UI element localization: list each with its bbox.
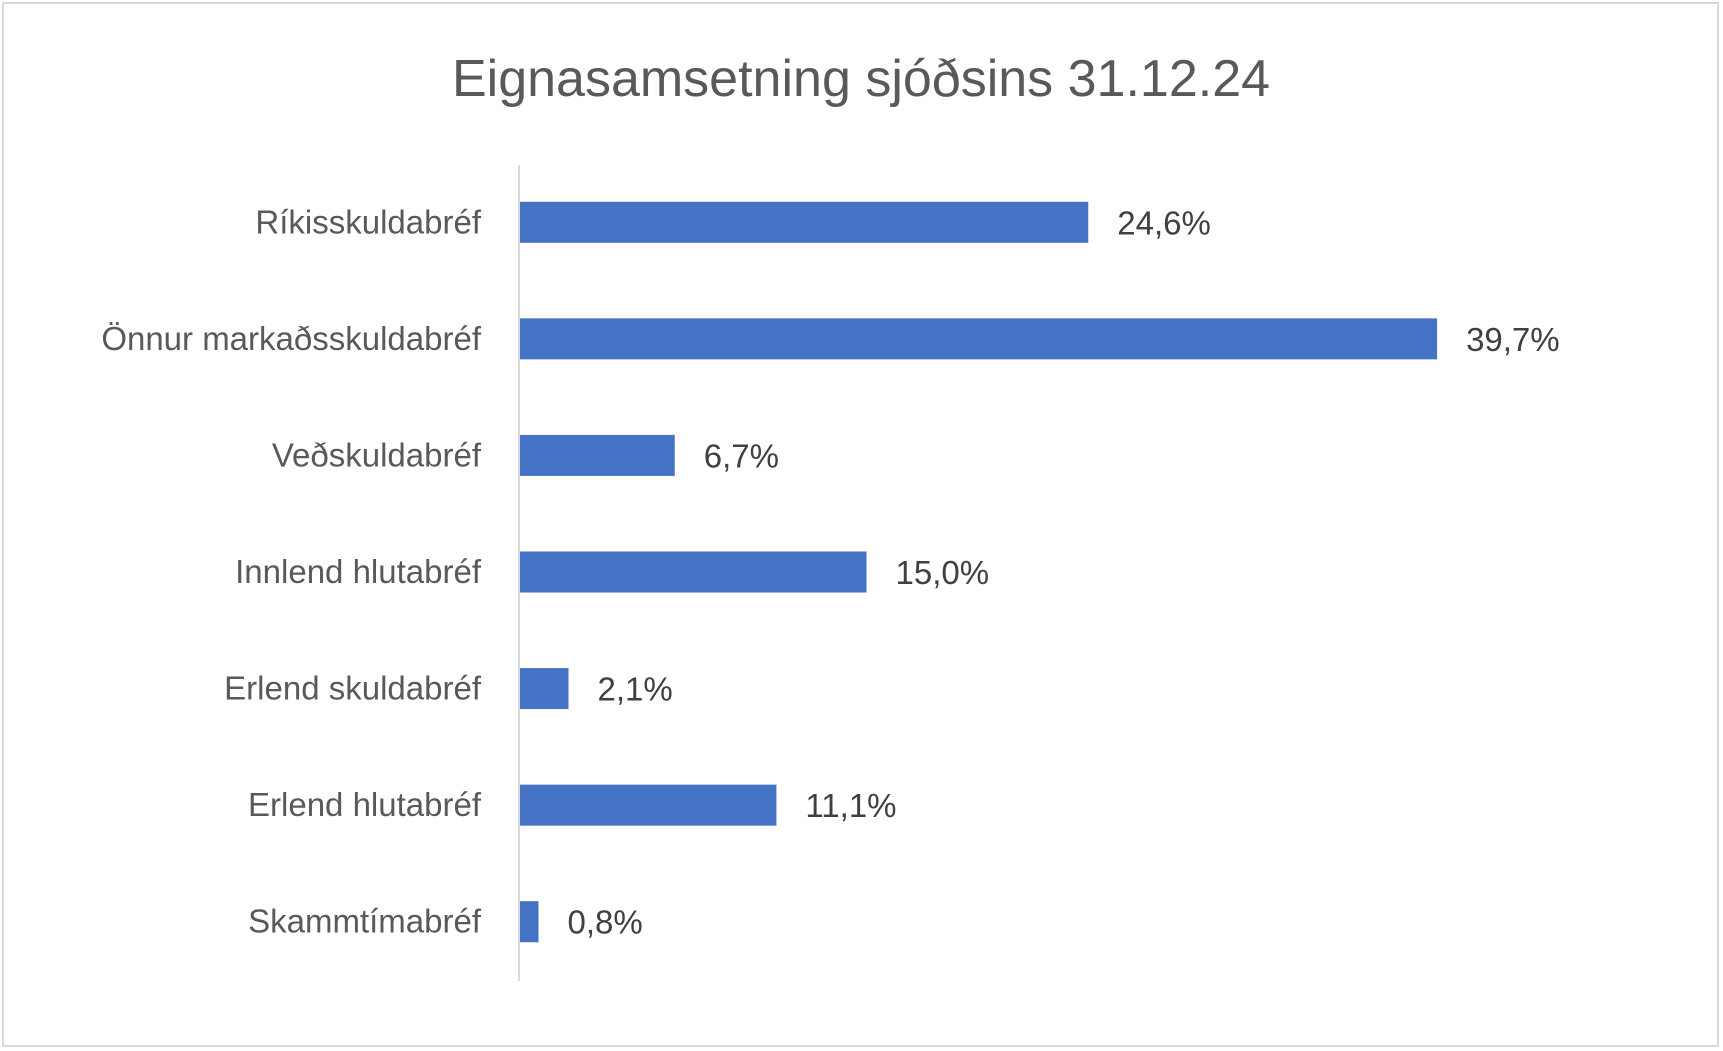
bars-group: Ríkisskuldabréf 24,6% Önnur markaðsskuldab… (101, 201, 1560, 943)
bar (520, 901, 539, 943)
data-label: 11,1% (805, 787, 896, 824)
bar (520, 668, 569, 710)
data-label: 6,7% (704, 437, 779, 474)
category-label: Veðskuldabréf (272, 436, 482, 473)
bar (520, 784, 777, 826)
category-label: Önnur markaðsskuldabréf (101, 320, 482, 357)
category-label: Erlend hlutabréf (248, 786, 482, 823)
category-label: Skammtímabréf (248, 903, 482, 940)
bar (520, 318, 1438, 360)
data-label: 15,0% (896, 554, 990, 591)
bar (520, 434, 675, 476)
data-label: 39,7% (1466, 321, 1560, 358)
category-label: Erlend skuldabréf (224, 670, 482, 707)
data-label: 24,6% (1117, 204, 1211, 241)
data-label: 0,8% (567, 904, 642, 941)
data-label: 2,1% (598, 671, 673, 708)
bar (520, 201, 1089, 243)
category-label: Innlend hlutabréf (235, 553, 482, 590)
chart-title: Eignasamsetning sjóðsins 31.12.24 (452, 50, 1270, 108)
bar (520, 551, 867, 593)
category-label: Ríkisskuldabréf (255, 203, 481, 240)
